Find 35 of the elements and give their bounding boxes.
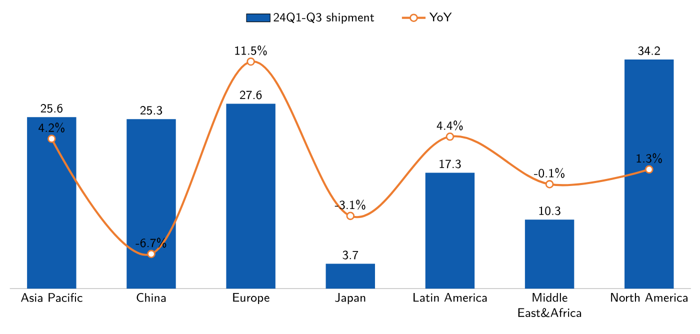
- data-label: 17.3: [440, 160, 461, 168]
- data-label: 27.6: [240, 90, 262, 100]
- data-label: 25.6: [40, 104, 63, 113]
- bar: [524, 220, 574, 289]
- legend-label: 24Q1-Q3 shipment: [274, 12, 374, 24]
- data-label: 25.3: [140, 106, 162, 115]
- point: [246, 58, 255, 66]
- data-label: 4.2%: [38, 122, 64, 133]
- bar: [624, 60, 674, 289]
- point: [446, 132, 454, 141]
- data-label: 4.4%: [436, 120, 463, 130]
- bar: [27, 117, 76, 289]
- legend-label: YoY: [429, 12, 452, 22]
- point: [147, 250, 156, 258]
- x-tick-label: Asia Pacific: [20, 293, 82, 302]
- x-tick-label: Latin America: [414, 293, 487, 302]
- point: [545, 180, 554, 188]
- data-label: 1.3%: [636, 153, 662, 164]
- bar: [425, 172, 475, 289]
- data-label: 10.3: [539, 206, 560, 216]
- data-label: 3.7: [342, 250, 358, 260]
- data-label: -0.1%: [534, 168, 564, 178]
- x-tick-label: Europe: [233, 293, 270, 304]
- bar: [126, 119, 176, 289]
- point: [346, 212, 355, 220]
- data-label: 34.2: [638, 46, 660, 56]
- x-tick-label: China: [136, 293, 166, 302]
- bar: [326, 264, 376, 289]
- x-tick-label: Japan: [335, 293, 366, 304]
- point: [48, 134, 56, 143]
- data-label: 11.5%: [235, 45, 267, 56]
- x-tick-label: Middle East&Africa: [518, 293, 582, 318]
- bar: [226, 104, 276, 289]
- x-tick-label: North America: [611, 293, 688, 302]
- point: [644, 165, 654, 174]
